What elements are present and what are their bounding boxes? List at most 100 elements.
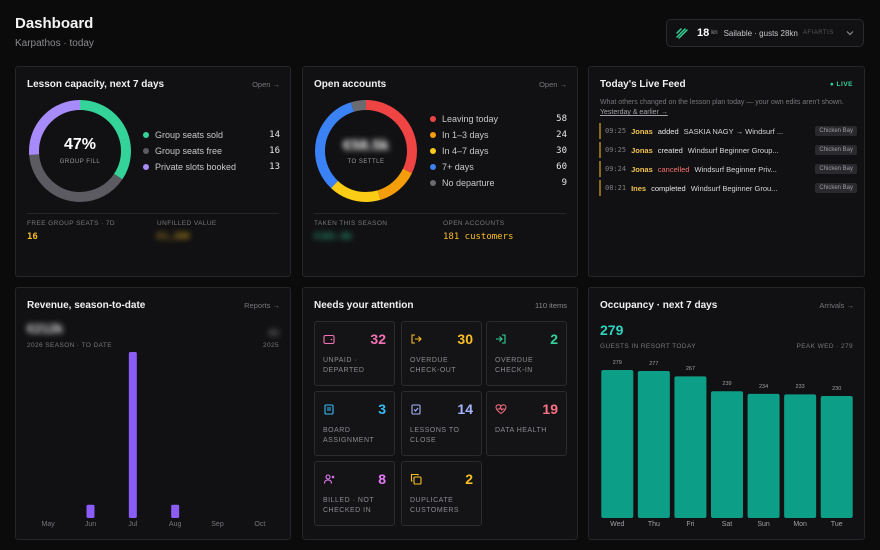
feed-user: Jonas [631,126,653,136]
login-icon [496,334,506,344]
tile-label: DUPLICATE CUSTOMERS [410,497,460,514]
peak-label: PEAK WED · 279 [796,343,853,350]
settle-label: TO SETTLE [347,159,385,165]
occupancy-bar-mon[interactable] [784,394,817,518]
legend-dot [143,132,149,138]
bar-value-label: 230 [832,385,842,392]
bar-value-label: 233 [795,384,805,391]
feed-row[interactable]: 09:25 Jonas created Windsurf Beginner Gr… [599,142,857,158]
month-label: Sep [211,521,224,528]
feed-text: Windsurf Beginner Priv... [694,164,777,174]
feed-tag: Chicken Bay [815,126,857,136]
legend-1-3-days: In 1–3 days [430,130,489,140]
tile-label: DATA HEALTH [495,427,547,434]
capacity-donut [29,100,131,202]
month-label: May [41,521,55,528]
live-label: LIVE [836,81,853,88]
month-label: Oct [254,521,266,528]
guests-today-value: 279 [600,322,624,338]
bar-value-label: 234 [758,383,769,390]
tile-label: BILLED · NOT CHECKED IN [323,497,374,514]
feed-tag: Chicken Bay [815,183,857,193]
tile-value: 32 [370,331,386,347]
day-label: Tue [830,521,843,528]
day-label: Wed [610,521,625,528]
legend-dot [430,132,436,138]
legend-dot [430,148,436,154]
donut-percent: 47% [63,136,97,153]
arrivals-link[interactable]: Arrivals → [819,301,854,310]
occupancy-bar-fri[interactable] [674,376,707,518]
tile-overdue-checkin[interactable]: 2 OVERDUE CHECK-IN [486,321,567,386]
open-link[interactable]: Open → [252,80,280,89]
open-link[interactable]: Open → [539,80,567,89]
heart-pulse-icon [495,404,507,415]
legend-value: 58 [556,114,567,124]
yesterday-link[interactable]: Yesterday & earlier → [600,109,668,116]
month-label: Jun [84,521,97,528]
divider [27,213,279,214]
occupancy-bar-sun[interactable] [747,393,780,518]
compare-value: €0 [268,328,279,338]
legend-dot [430,164,436,170]
tile-label: OVERDUE CHECK-IN [495,357,534,374]
legend-value: 14 [269,130,280,140]
tile-overdue-checkout[interactable]: 30 OVERDUE CHECK-OUT [401,321,482,386]
revenue-bar-aug[interactable] [171,504,180,518]
wind-status: Sailable · gusts 28kn [723,28,798,38]
feed-time: 09:24 [605,165,627,173]
legend-7-plus-days: 7+ days [430,162,474,172]
tile-lessons-to-close[interactable]: 14 LESSONS TO CLOSE [401,391,482,456]
feed-action: created [657,145,683,155]
settle-amount: €58.5k [343,137,389,154]
card-title: Revenue, season-to-date [27,300,146,311]
occupancy-bar-thu[interactable] [637,371,670,518]
occupancy-bar-wed[interactable] [601,370,634,518]
tile-billed-not-checked-in[interactable]: 8 BILLED · NOT CHECKED IN [314,461,395,526]
revenue-chart [86,352,180,518]
feed-row[interactable]: 08:21 Ines completed Windsurf Beginner G… [599,180,857,196]
compare-year: 2025 [262,342,279,349]
occupancy-bar-sat[interactable] [711,391,743,518]
occupancy-bar-tue[interactable] [820,395,853,518]
open-accounts-card: Open accounts Open → €58.5k TO SETTLE Le… [302,66,578,277]
card-title: Lesson capacity, next 7 days [27,79,165,90]
feed-tag: Chicken Bay [815,145,857,155]
card-title: Today's Live Feed [600,79,686,90]
reports-link[interactable]: Reports → [244,301,280,310]
tile-value: 2 [550,331,558,347]
day-label: Mon [793,521,807,528]
bar-value-label: 279 [612,360,622,366]
wind-widget[interactable]: 18 kn Sailable · gusts 28kn AFIARTIS [666,19,864,47]
tile-unpaid-departed[interactable]: 32 UNPAID · DEPARTED [314,321,395,386]
tile-data-health[interactable]: 19 DATA HEALTH [486,391,567,456]
feed-row[interactable]: 09:25 Jonas added SASKIA NAGY → Windsurf… [599,123,857,139]
card-title: Occupancy · next 7 days [600,300,718,311]
tile-value: 30 [457,331,473,347]
divider [314,213,566,214]
feed-row[interactable]: 09:24 Jonas cancelled Windsurf Beginner … [599,161,857,177]
revenue-bar-jun[interactable] [86,504,95,518]
tile-board-assignment[interactable]: 3 BOARD ASSIGNMENT [314,391,395,456]
legend-value: 13 [269,162,280,172]
taken-season-value: €101.6k [314,232,352,242]
day-label: Sun [757,521,770,528]
revenue-card: Revenue, season-to-date Reports → €212k … [15,287,291,540]
unfilled-value: €1,280 [157,232,190,242]
wind-station: AFIARTIS [802,30,834,36]
wind-icon [676,28,688,39]
wind-unit: kn [711,30,718,36]
card-title: Open accounts [314,79,387,90]
tile-duplicate-customers[interactable]: 2 DUPLICATE CUSTOMERS [401,461,482,526]
guests-today-label: GUESTS IN RESORT TODAY [600,343,696,350]
feed-text: Windsurf Beginner Group... [687,145,779,155]
page-title: Dashboard [15,15,94,32]
donut-label: GROUP FILL [59,159,101,165]
feed-time: 09:25 [605,127,627,135]
tile-label: BOARD ASSIGNMENT [323,427,375,444]
revenue-bar-jul[interactable] [128,352,137,518]
feed-action: added [657,126,679,136]
legend-no-departure: No departure [430,178,495,188]
legend-value: 9 [561,178,567,188]
tile-value: 2 [465,471,473,487]
